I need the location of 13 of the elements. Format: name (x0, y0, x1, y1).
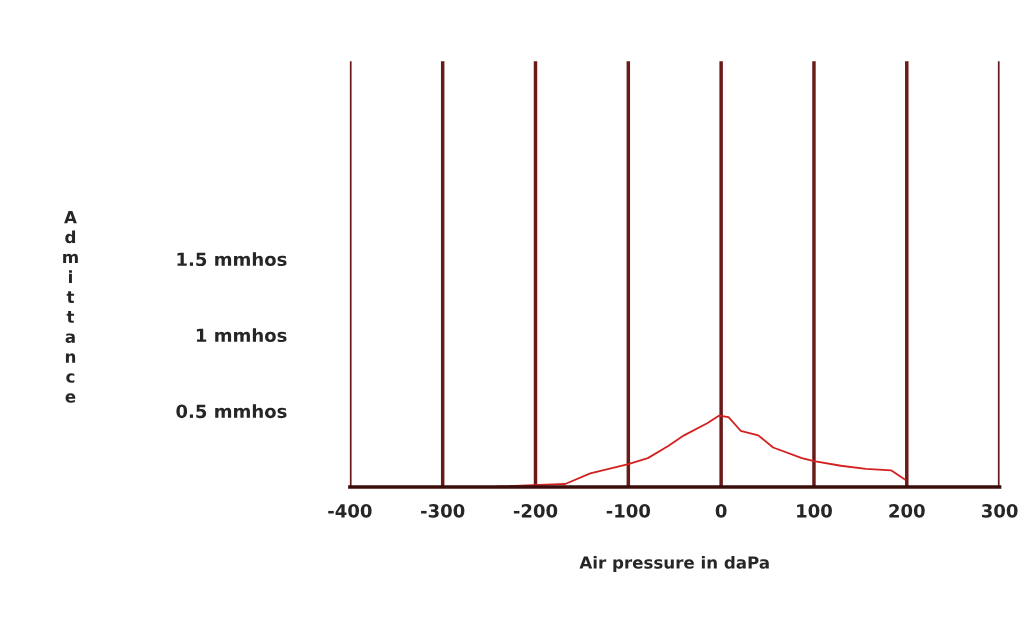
y-tick-label: 1.5 mmhos (177, 252, 287, 267)
x-tick-label: -200 (513, 504, 558, 518)
x-tick-label: 100 (797, 504, 832, 518)
x-tick-label: 200 (889, 504, 925, 518)
x-tick-label: -400 (328, 504, 372, 518)
x-axis-title: Air pressure in daPa (579, 555, 769, 573)
x-tick-label: -300 (421, 504, 465, 518)
x-tick-label: -100 (606, 504, 651, 518)
x-tick-label: 0 (715, 504, 727, 518)
text: Admittance (63, 211, 78, 403)
y-tick-label: 1 mmhos (196, 328, 287, 343)
x-tick-label: 300 (981, 504, 1018, 518)
y-tick-label: 0.5 mmhos (176, 404, 287, 419)
